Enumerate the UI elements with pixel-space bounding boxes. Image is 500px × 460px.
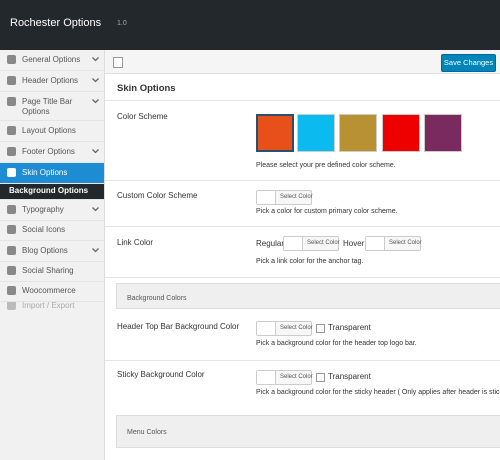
button-label: Select Color: [389, 240, 422, 246]
sidebar-item[interactable]: Header Options: [0, 71, 104, 92]
divider: [105, 226, 500, 227]
chevron: [92, 57, 99, 62]
chevron: [92, 248, 99, 253]
sidebar-item[interactable]: Layout Options: [0, 121, 104, 142]
sidebar-label: Woocommerce: [22, 286, 76, 295]
sidebar-label: General Options: [22, 55, 81, 64]
sidebar-item[interactable]: Blog Options: [0, 241, 104, 262]
chevron: [92, 149, 99, 154]
color-picker-button[interactable]: Select Color: [256, 190, 313, 205]
sidebar-icon: [7, 266, 16, 275]
group-title: Background Colors: [127, 295, 187, 302]
color-picker-button[interactable]: Select Color: [283, 236, 340, 251]
save-button[interactable]: Save Changes: [441, 54, 496, 72]
sidebar-label: Import / Export: [22, 301, 75, 310]
sidebar-label: Social Icons: [22, 225, 66, 234]
toolbar: Save Changes: [105, 50, 500, 74]
divider: [105, 277, 500, 278]
checkbox-label: Transparent: [328, 323, 371, 332]
sidebar-icon: [7, 126, 16, 135]
hover-label: Hover: [343, 239, 365, 248]
color-swatch[interactable]: [256, 114, 294, 152]
field-description: Pick a link color for the anchor tag.: [256, 258, 364, 265]
sidebar-icon: [7, 246, 16, 255]
sidebar-label: Skin Options: [22, 168, 68, 177]
color-swatch[interactable]: [339, 114, 377, 152]
group-header: Background Colors: [116, 283, 500, 309]
checkbox[interactable]: [316, 324, 325, 333]
field-label: Sticky Background Color: [117, 370, 205, 379]
section-title: Skin Options: [117, 83, 176, 94]
field-label: Header Top Bar Background Color: [117, 322, 240, 331]
sidebar-item[interactable]: General Options: [0, 50, 104, 71]
sidebar-item[interactable]: Footer Options: [0, 142, 104, 163]
button-label: Select Color: [280, 325, 313, 331]
chevron: [92, 78, 99, 83]
button-label: Select Color: [280, 374, 313, 380]
sidebar-label: Typography: [22, 205, 64, 214]
checkbox-label: Transparent: [328, 372, 371, 381]
sidebar-label: Layout Options: [22, 126, 76, 135]
app-title: Rochester Options: [10, 17, 102, 29]
sidebar-icon: [7, 205, 16, 214]
button-label: Select Color: [280, 194, 313, 200]
field-label: Color Scheme: [117, 112, 168, 121]
group-header: Menu Colors: [116, 415, 500, 448]
sidebar-icon: [7, 286, 16, 295]
field-label: Custom Color Scheme: [117, 191, 198, 200]
color-picker-button[interactable]: Select Color: [365, 236, 422, 251]
field-description: Please select your pre defined color sch…: [256, 162, 396, 169]
sidebar-item[interactable]: Skin Options: [0, 163, 104, 184]
group-title: Menu Colors: [127, 429, 167, 436]
color-picker-button[interactable]: Select Color: [256, 370, 313, 385]
divider: [105, 360, 500, 361]
sidebar-icon: [7, 168, 16, 177]
sidebar-icon: [7, 225, 16, 234]
chevron: [92, 207, 99, 212]
sidebar-label: Page Title Bar Options: [22, 97, 73, 116]
field-description: Pick a background color for the header t…: [256, 340, 417, 347]
sidebar-item[interactable]: Import / Export: [0, 296, 104, 316]
sidebar-label: Header Options: [22, 76, 79, 85]
divider: [105, 100, 500, 101]
sidebar-label: Footer Options: [22, 147, 75, 156]
sidebar-icon: [7, 147, 16, 156]
sidebar-item[interactable]: Woocommerce: [0, 281, 104, 302]
sidebar-item[interactable]: Typography: [0, 200, 104, 221]
checkbox[interactable]: [316, 373, 325, 382]
chevron: [92, 99, 99, 104]
regular-label: Regular: [256, 239, 285, 248]
color-swatch[interactable]: [297, 114, 335, 152]
sidebar-label: Blog Options: [22, 246, 68, 255]
sidebar-item[interactable]: Social Icons: [0, 220, 104, 241]
color-picker-button[interactable]: Select Color: [256, 321, 313, 336]
button-label: Select Color: [307, 240, 340, 246]
toggle-icon[interactable]: [113, 57, 123, 68]
color-swatch[interactable]: [424, 114, 462, 152]
field-description: Pick a background color for the sticky h…: [256, 389, 500, 396]
sidebar-label: Background Options: [9, 186, 89, 195]
field-description: Pick a color for custom primary color sc…: [256, 208, 398, 215]
sidebar-icon: [7, 301, 16, 310]
sidebar-icon: [7, 76, 16, 85]
header-bar: Rochester Options 1.0: [0, 0, 500, 50]
sidebar-label: Social Sharing: [22, 266, 74, 275]
sidebar: General Options Header Options Page Title …: [0, 50, 105, 460]
field-label: Link Color: [117, 238, 154, 247]
version: 1.0: [117, 20, 127, 27]
sidebar-icon: [7, 97, 16, 106]
sidebar-item[interactable]: Social Sharing: [0, 261, 104, 282]
divider: [105, 180, 500, 181]
sidebar-item[interactable]: Background Options: [0, 183, 104, 200]
color-swatch[interactable]: [382, 114, 420, 152]
sidebar-item[interactable]: Page Title Bar Options: [0, 92, 104, 121]
sidebar-icon: [7, 55, 16, 64]
